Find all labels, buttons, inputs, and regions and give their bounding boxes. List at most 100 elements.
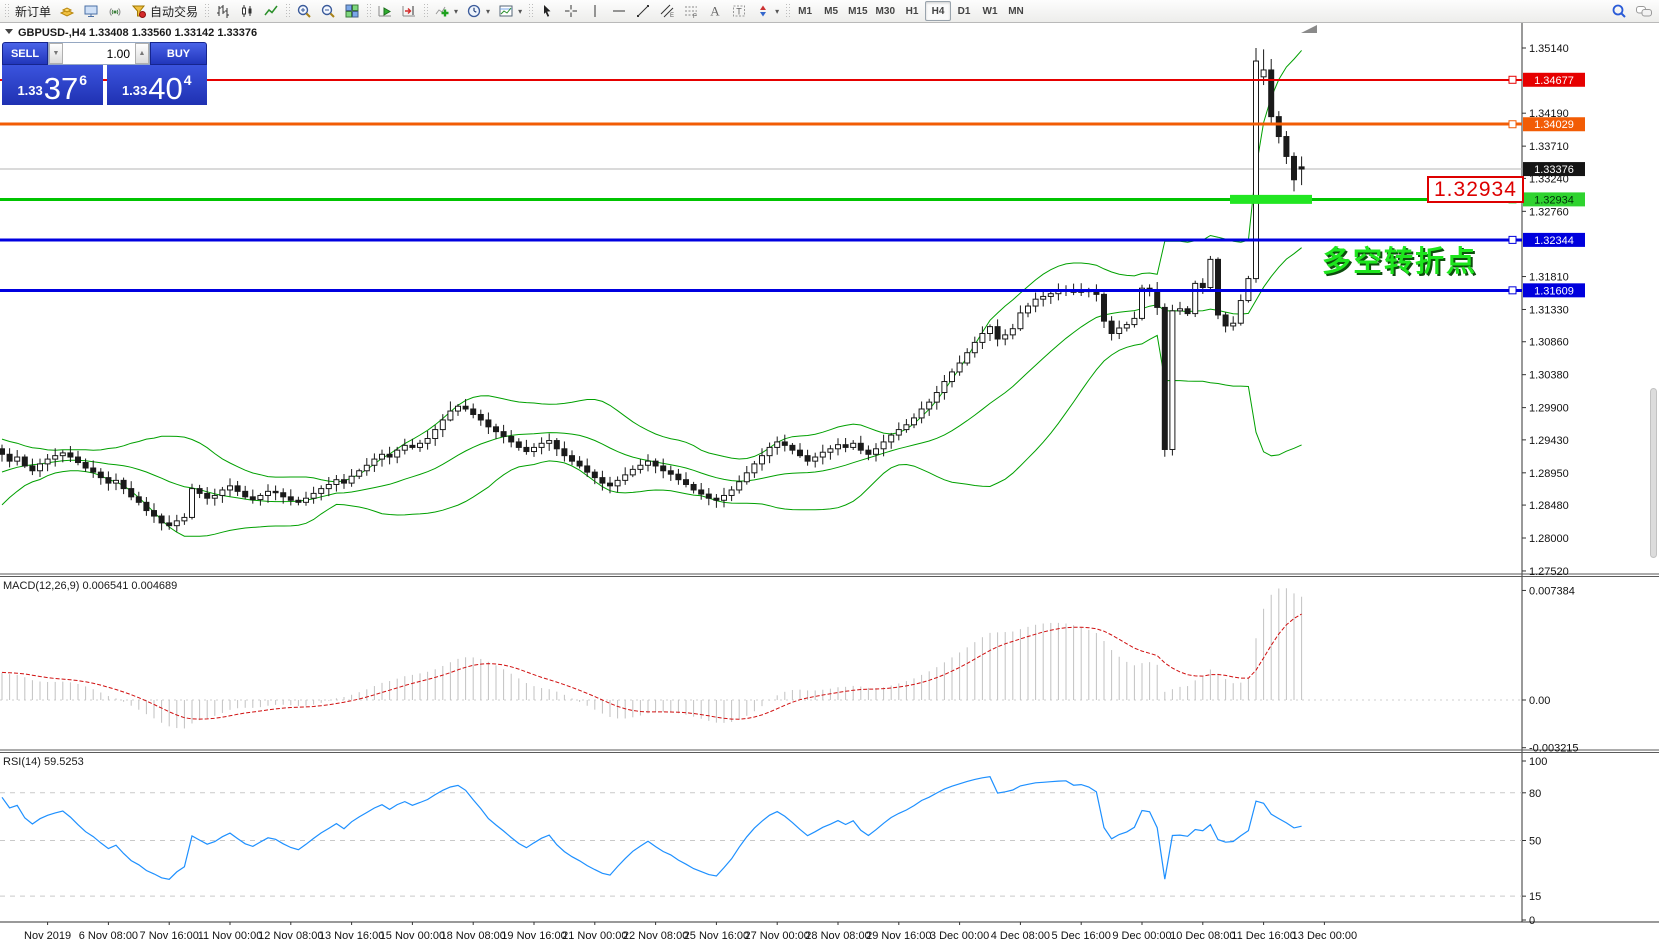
channel-button[interactable]: E: [655, 1, 679, 21]
rsi-pane: [0, 776, 1522, 897]
text-label-icon: T: [731, 3, 747, 19]
candle-body: [1108, 320, 1115, 334]
horizontal-line-button[interactable]: [607, 1, 631, 21]
candle-body: [1253, 60, 1259, 280]
signal-button[interactable]: [103, 1, 127, 21]
bollinger-upper-band: [1, 50, 1302, 483]
candle-body: [553, 440, 560, 450]
candle-body: [728, 489, 735, 496]
one-click-toggle-icon[interactable]: [5, 27, 14, 39]
candle-body: [1192, 282, 1199, 315]
sell-button[interactable]: SELL: [2, 42, 48, 65]
timeframe-button-mn[interactable]: MN: [1003, 1, 1029, 21]
candle-body: [683, 479, 689, 485]
chat-button[interactable]: [1631, 1, 1657, 21]
candle-body: [698, 489, 705, 495]
crosshair-button[interactable]: [559, 1, 583, 21]
fibonacci-button[interactable]: F: [679, 1, 703, 21]
candle-body: [705, 493, 712, 499]
buy-button[interactable]: BUY: [150, 42, 207, 65]
timeframe-button-h1[interactable]: H1: [899, 1, 925, 21]
market-depth-button[interactable]: [55, 1, 79, 21]
candle-body: [827, 448, 834, 453]
time-tick-label: 6 Nov 08:00: [79, 930, 138, 942]
candle-body: [614, 479, 621, 487]
svg-text:T: T: [736, 7, 742, 17]
candle-body: [781, 441, 788, 446]
chart-shift-marker[interactable]: [1301, 25, 1317, 33]
price-label-text: 1.34677: [1534, 75, 1574, 87]
price-label-box: [1523, 162, 1585, 177]
price-tick-label: 1.34190: [1529, 108, 1569, 120]
volume-increase-button[interactable]: ▲: [135, 43, 149, 64]
timeframe-button-m1[interactable]: M1: [792, 1, 818, 21]
price-tick-label: 1.33710: [1529, 141, 1569, 153]
toolbar-drag-handle[interactable]: [528, 3, 534, 19]
volume-decrease-button[interactable]: ▼: [49, 43, 63, 64]
trendline-button[interactable]: [631, 1, 655, 21]
toolbar-drag-handle[interactable]: [423, 3, 429, 19]
text-button[interactable]: A: [703, 1, 727, 21]
periods-button[interactable]: ▾: [462, 1, 494, 21]
volume-input[interactable]: [63, 43, 135, 64]
turning-point-annotation[interactable]: 多空转折点: [1322, 246, 1478, 278]
candle-body: [75, 456, 81, 464]
cursor-button[interactable]: [535, 1, 559, 21]
timeframe-button-m5[interactable]: M5: [818, 1, 844, 21]
new-order-button[interactable]: 新订单: [11, 1, 55, 21]
timeframe-button-d1[interactable]: D1: [951, 1, 977, 21]
price-level-annotation[interactable]: 1.32934: [1427, 176, 1524, 203]
price-label-box: [1523, 192, 1585, 207]
auto-scroll-button[interactable]: [373, 1, 397, 21]
toolbar-drag-handle[interactable]: [204, 3, 210, 19]
dropdown-caret-icon: ▾: [775, 6, 780, 16]
candlestick-chart-button[interactable]: [235, 1, 259, 21]
text-icon: A: [707, 3, 723, 19]
candle-body: [1040, 295, 1047, 300]
candle-body: [1017, 312, 1024, 330]
candle-body: [660, 465, 667, 472]
candle-body: [622, 474, 629, 481]
zoom-out-button[interactable]: [316, 1, 340, 21]
timeframe-button-h4[interactable]: H4: [925, 1, 951, 21]
autotrading-button[interactable]: 自动交易: [127, 1, 202, 21]
candle-body: [44, 458, 51, 465]
price-label-box: [1523, 117, 1585, 132]
candle-body: [789, 444, 796, 451]
tile-windows-button[interactable]: [340, 1, 364, 21]
timeframe-button-w1[interactable]: W1: [977, 1, 1003, 21]
toolbar-drag-handle[interactable]: [4, 3, 9, 19]
templates-button[interactable]: ▾: [494, 1, 526, 21]
candle-body: [67, 452, 74, 458]
line-chart-button[interactable]: [259, 1, 283, 21]
bar-chart-button[interactable]: [211, 1, 235, 21]
arrows-button[interactable]: ▾: [751, 1, 783, 21]
candle-body: [1230, 322, 1237, 327]
timeframe-button-m15[interactable]: M15: [844, 1, 871, 21]
candle-body: [1025, 305, 1031, 314]
vertical-scrollbar-thumb[interactable]: [1650, 388, 1657, 558]
toolbar-drag-handle[interactable]: [366, 3, 372, 19]
vertical-line-button[interactable]: [583, 1, 607, 21]
timeframe-button-m30[interactable]: M30: [872, 1, 899, 21]
time-tick-label: 7 Nov 16:00: [140, 930, 199, 942]
search-icon: [1611, 3, 1627, 19]
sell-price-button[interactable]: 1.33 37 6: [2, 65, 103, 105]
zoom-in-button[interactable]: [292, 1, 316, 21]
search-button[interactable]: [1607, 1, 1631, 21]
candle-body: [379, 453, 385, 460]
price-tick-label: 1.35140: [1529, 43, 1569, 55]
indicators-button[interactable]: ▾: [430, 1, 462, 21]
candle-body: [394, 449, 401, 458]
rsi-tick-label: 50: [1529, 836, 1541, 848]
macd-pane: [0, 588, 1522, 729]
candle-body: [500, 431, 507, 437]
metaeditor-button[interactable]: [79, 1, 103, 21]
toolbar-drag-handle[interactable]: [285, 3, 291, 19]
toolbar-drag-handle[interactable]: [785, 3, 791, 19]
chart-shift-button[interactable]: [397, 1, 421, 21]
text-label-button[interactable]: T: [727, 1, 751, 21]
buy-price-button[interactable]: 1.33 40 4: [106, 65, 207, 105]
candle-body: [97, 471, 104, 479]
